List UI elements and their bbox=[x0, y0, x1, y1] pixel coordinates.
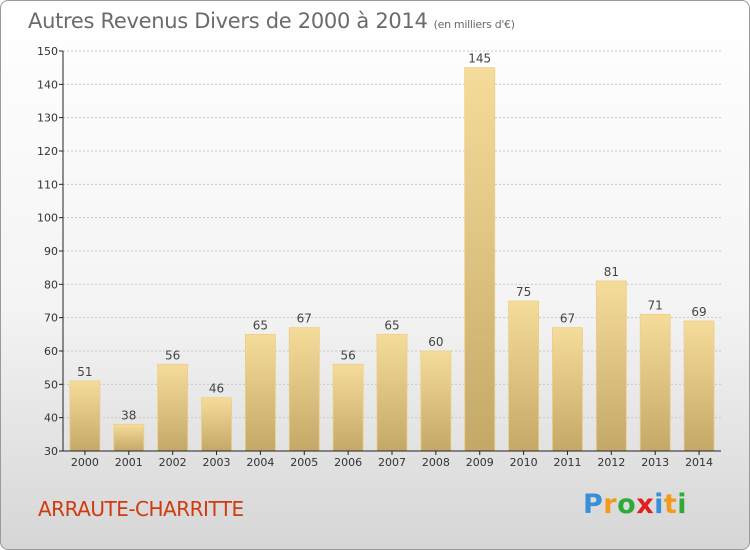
data-label: 65 bbox=[384, 318, 399, 332]
x-tick-label: 2011 bbox=[553, 456, 581, 469]
y-tick-label: 90 bbox=[44, 245, 58, 258]
x-tick-label: 2009 bbox=[466, 456, 494, 469]
data-label: 145 bbox=[468, 52, 491, 66]
bar bbox=[157, 363, 189, 452]
y-tick-label: 70 bbox=[44, 312, 58, 325]
y-tick-label: 150 bbox=[37, 45, 58, 58]
x-tick-label: 2003 bbox=[203, 456, 231, 469]
logo-letter: P bbox=[583, 489, 604, 520]
bar bbox=[376, 333, 408, 452]
y-tick-label: 120 bbox=[37, 145, 58, 158]
y-tick-label: 100 bbox=[37, 212, 58, 225]
y-tick-label: 40 bbox=[44, 412, 58, 425]
chart-title: Autres Revenus Divers de 2000 à 2014 (en … bbox=[28, 9, 515, 33]
bar bbox=[683, 320, 715, 452]
y-tick-label: 140 bbox=[37, 78, 58, 91]
x-tick-label: 2004 bbox=[246, 456, 274, 469]
logo-letter: i bbox=[677, 489, 688, 520]
x-tick-label: 2014 bbox=[685, 456, 713, 469]
data-label: 46 bbox=[209, 382, 224, 396]
data-label: 56 bbox=[165, 348, 180, 362]
bar bbox=[69, 380, 101, 452]
bar bbox=[244, 333, 276, 452]
x-tick-label: 2001 bbox=[115, 456, 143, 469]
logo-letter: t bbox=[663, 489, 678, 520]
logo-letter: i bbox=[654, 489, 664, 520]
bar bbox=[113, 423, 145, 452]
data-label: 81 bbox=[604, 265, 619, 279]
chart-title-text: Autres Revenus Divers de 2000 à 2014 bbox=[28, 9, 428, 33]
data-label: 69 bbox=[691, 305, 706, 319]
data-label: 67 bbox=[297, 312, 312, 326]
data-label: 60 bbox=[428, 335, 443, 349]
x-tick-label: 2000 bbox=[71, 456, 99, 469]
data-label: 71 bbox=[648, 298, 663, 312]
bar bbox=[201, 397, 232, 452]
y-tick-label: 50 bbox=[44, 378, 58, 391]
x-tick-label: 2008 bbox=[422, 456, 450, 469]
y-tick-label: 30 bbox=[44, 445, 58, 458]
bar bbox=[552, 327, 583, 452]
y-tick-label: 60 bbox=[44, 345, 58, 358]
data-label: 65 bbox=[253, 318, 268, 332]
y-tick-label: 130 bbox=[37, 112, 58, 125]
x-tick-label: 2013 bbox=[641, 456, 669, 469]
x-tick-label: 2010 bbox=[510, 456, 538, 469]
data-label: 56 bbox=[340, 348, 355, 362]
data-label: 51 bbox=[77, 365, 92, 379]
x-tick-label: 2012 bbox=[597, 456, 625, 469]
x-tick-label: 2002 bbox=[159, 456, 187, 469]
data-label: 75 bbox=[516, 285, 531, 299]
chart-unit: (en milliers d'€) bbox=[433, 18, 515, 31]
bar bbox=[420, 350, 452, 452]
y-tick-label: 80 bbox=[44, 278, 58, 291]
bar bbox=[332, 363, 364, 452]
x-tick-label: 2006 bbox=[334, 456, 362, 469]
logo-letter: r bbox=[603, 489, 618, 520]
proxiti-logo: Proxiti bbox=[583, 489, 687, 520]
data-label: 38 bbox=[121, 408, 136, 422]
commune-name: ARRAUTE-CHARRITTE bbox=[38, 497, 244, 521]
bar bbox=[595, 280, 627, 452]
logo-letter: x bbox=[636, 489, 655, 520]
bar bbox=[639, 313, 671, 452]
bar bbox=[508, 300, 540, 452]
bar bbox=[288, 327, 320, 452]
y-tick-label: 110 bbox=[37, 178, 58, 191]
data-label: 67 bbox=[560, 312, 575, 326]
x-tick-label: 2007 bbox=[378, 456, 406, 469]
bar bbox=[464, 67, 496, 452]
x-tick-label: 2005 bbox=[290, 456, 318, 469]
logo-letter: o bbox=[617, 489, 637, 520]
